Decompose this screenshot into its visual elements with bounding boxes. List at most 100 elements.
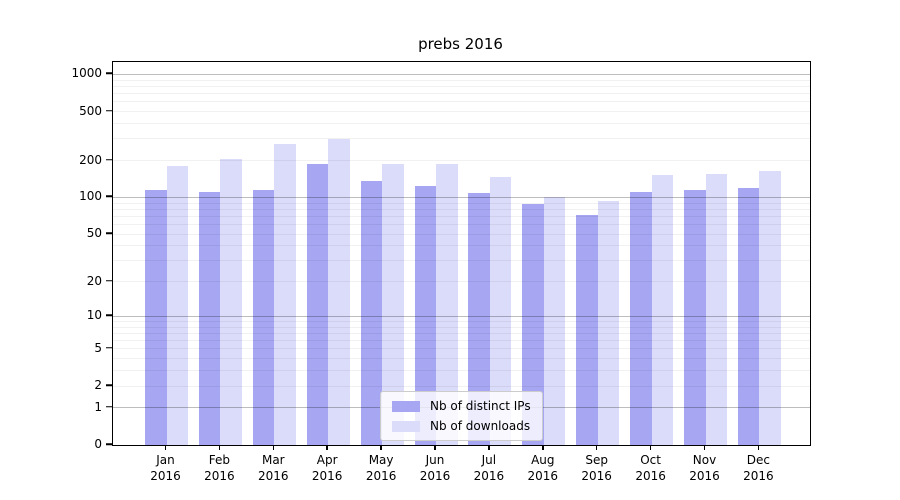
plot-area: Nb of distinct IPs Nb of downloads [112, 61, 811, 446]
bar-ips-sep [576, 214, 598, 445]
bar-ips-oct [630, 192, 652, 445]
x-tick-mark [272, 446, 275, 450]
bar-downloads-mar [274, 144, 296, 445]
bar-downloads-jun [436, 164, 458, 445]
x-tick-mark [542, 446, 544, 450]
y-axis: 0 1 2 5 10 20 50 100 200 500 1000 [0, 61, 112, 450]
legend-swatch [392, 420, 420, 432]
x-tick-mark [164, 446, 167, 450]
x-tick-label-jul: Jul 2016 [459, 452, 519, 484]
y-tick-label: 5 [94, 340, 102, 355]
y-tick-label: 1000 [71, 66, 102, 81]
x-tick-label-nov: Nov 2016 [675, 452, 735, 484]
y-tick-mark [106, 314, 112, 317]
gridline-minor [113, 138, 810, 140]
y-tick-label: 10 [86, 308, 102, 323]
legend-item-downloads: Nb of downloads [392, 419, 531, 433]
gridline-minor [113, 93, 810, 94]
x-tick-month: Jan [156, 453, 175, 467]
bar-downloads-sep [597, 200, 620, 445]
x-tick-year: 2016 [419, 469, 451, 483]
bar-downloads-nov [705, 174, 727, 445]
y-tick-mark [106, 195, 112, 198]
gridline-minor [113, 85, 810, 87]
y-tick-mark [106, 279, 112, 282]
x-tick-label-oct: Oct 2016 [621, 452, 681, 484]
bar-ips-apr [306, 164, 329, 445]
gridline-minor [113, 122, 810, 124]
x-axis: Jan 2016 Feb 2016 Mar 2016 Apr 2016 May 2016 Jun 20… [112, 444, 809, 496]
x-tick-label-aug: Aug 2016 [513, 452, 573, 484]
y-tick-label: 0 [94, 437, 102, 451]
y-tick-mark [106, 406, 112, 408]
bar-ips-aug [522, 204, 544, 445]
bar-downloads-jul [489, 176, 512, 445]
chart-title: prebs 2016 [418, 35, 503, 53]
x-tick-year: 2016 [365, 469, 397, 483]
x-tick-year: 2016 [473, 469, 505, 483]
x-tick-year: 2016 [635, 469, 666, 483]
y-tick-mark [106, 158, 112, 161]
x-tick-year: 2016 [689, 469, 720, 483]
x-tick-month: Mar [261, 453, 285, 467]
x-tick-month: Dec [746, 453, 770, 467]
y-tick-label: 2 [94, 378, 102, 393]
legend-item-ips: Nb of distinct IPs [392, 399, 531, 413]
x-tick-mark [595, 446, 598, 450]
bar-ips-jan [145, 190, 167, 445]
y-tick-mark [106, 72, 112, 75]
bar-ips-nov [684, 190, 706, 445]
y-tick-label: 50 [86, 226, 102, 241]
bar-downloads-feb [220, 159, 242, 445]
bar-ips-jul [468, 193, 490, 445]
x-tick-label-jan: Jan 2016 [136, 452, 196, 484]
y-tick-label: 100 [79, 189, 102, 204]
x-tick-year: 2016 [527, 469, 559, 483]
x-tick-mark [488, 446, 490, 450]
x-tick-month: Jun [425, 453, 445, 467]
x-tick-label-dec: Dec 2016 [728, 452, 788, 484]
x-tick-mark [218, 446, 221, 450]
x-tick-label-mar: Mar 2016 [243, 452, 303, 484]
x-tick-label-feb: Feb 2016 [189, 452, 249, 484]
x-tick-mark [649, 446, 652, 450]
x-tick-month: Aug [531, 453, 555, 467]
x-tick-mark [434, 446, 436, 450]
x-tick-year: 2016 [204, 469, 235, 483]
gridline-minor [113, 101, 810, 103]
gridline-major [113, 73, 810, 75]
y-tick-mark [106, 384, 112, 386]
y-tick-mark [106, 347, 112, 349]
x-tick-year: 2016 [581, 469, 612, 483]
x-tick-month: May [368, 453, 394, 467]
bar-downloads-jan [166, 166, 188, 445]
x-tick-month: Jul [481, 453, 497, 467]
gridline-minor [113, 160, 810, 162]
bar-ips-jun [414, 185, 436, 445]
x-tick-label-jun: Jun 2016 [405, 452, 465, 484]
x-tick-label-apr: Apr 2016 [297, 452, 357, 484]
x-tick-mark [326, 446, 328, 450]
bar-downloads-dec [759, 170, 781, 445]
x-tick-month: Apr [316, 453, 338, 467]
bar-ips-may [360, 181, 383, 445]
gridline-minor [113, 79, 810, 81]
y-tick-label: 500 [79, 103, 102, 118]
y-tick-label: 1 [94, 399, 102, 414]
legend-swatch [392, 400, 420, 412]
x-tick-year: 2016 [311, 469, 343, 483]
bar-downloads-may [382, 164, 404, 445]
y-tick-mark [106, 443, 112, 445]
gridline-minor [113, 111, 810, 113]
x-tick-mark [757, 446, 760, 450]
bar-downloads-oct [651, 174, 674, 445]
x-tick-month: Nov [692, 453, 717, 467]
x-tick-month: Feb [208, 453, 231, 467]
y-tick-label: 20 [86, 273, 102, 288]
legend-label: Nb of downloads [430, 419, 531, 433]
legend: Nb of distinct IPs Nb of downloads [380, 391, 543, 441]
x-tick-year: 2016 [743, 469, 774, 483]
bar-downloads-apr [328, 138, 350, 445]
legend-label: Nb of distinct IPs [430, 399, 531, 413]
x-tick-mark [380, 446, 382, 450]
